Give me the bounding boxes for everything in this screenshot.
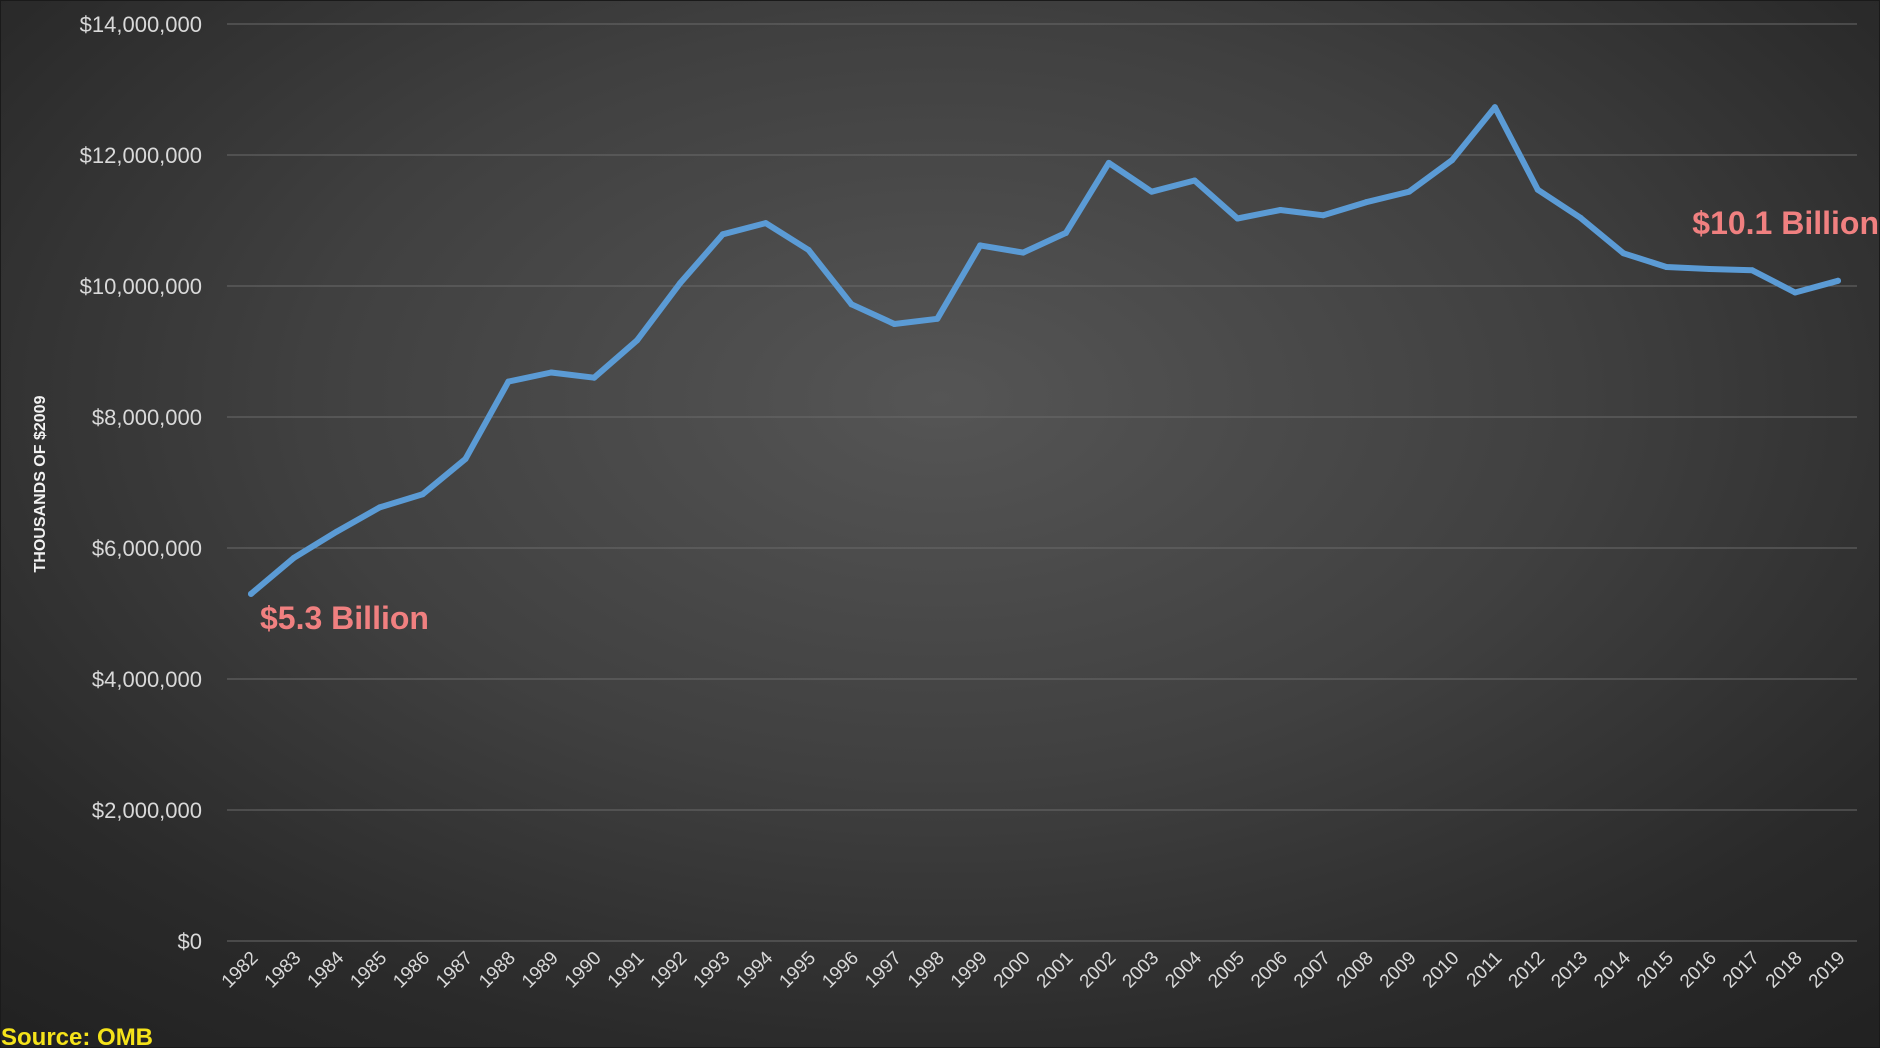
data-point	[333, 528, 340, 535]
data-point	[676, 280, 683, 287]
x-tick-label: 2000	[990, 948, 1035, 993]
x-tick-label: 2001	[1033, 948, 1078, 993]
data-point	[1105, 159, 1112, 166]
data-point	[977, 242, 984, 249]
data-annotation: $5.3 Billion	[260, 600, 429, 636]
data-point	[1320, 212, 1327, 219]
x-tick-label: 2012	[1505, 948, 1550, 993]
y-tick-label: $8,000,000	[92, 405, 202, 430]
x-tick-label: 2017	[1719, 948, 1764, 993]
series-line	[248, 104, 1841, 597]
x-tick-label: 2014	[1590, 947, 1635, 992]
data-point	[505, 378, 512, 385]
x-tick-label: 1986	[389, 948, 434, 993]
data-point	[419, 491, 426, 498]
x-tick-label: 1994	[732, 947, 777, 992]
annotations: $5.3 Billion $10.1 Billion	[260, 205, 1879, 636]
data-point	[1491, 104, 1498, 111]
x-tick-label: 1982	[218, 948, 263, 993]
data-point	[1835, 277, 1841, 284]
y-tick-label: $0	[178, 929, 202, 954]
y-axis-title: THOUSANDS OF $2009	[32, 395, 49, 572]
data-point	[1191, 177, 1198, 184]
data-point	[1706, 265, 1713, 272]
data-point	[548, 369, 555, 376]
x-tick-label: 2013	[1547, 948, 1592, 993]
data-point	[1234, 215, 1241, 222]
x-tick-label: 2003	[1119, 948, 1164, 993]
x-tick-label: 1997	[861, 948, 906, 993]
data-point	[290, 554, 297, 561]
x-axis-ticks: 1982198319841985198619871988198919901991…	[218, 947, 1850, 992]
y-tick-label: $6,000,000	[92, 536, 202, 561]
source-label: Source: OMB	[1, 1024, 153, 1048]
data-point	[1792, 289, 1799, 296]
data-point	[1620, 250, 1627, 257]
x-tick-label: 1991	[604, 948, 649, 993]
x-tick-label: 1992	[647, 948, 692, 993]
data-point	[1277, 207, 1284, 214]
x-tick-label: 2019	[1805, 948, 1850, 993]
data-point	[462, 455, 469, 462]
data-point	[376, 504, 383, 511]
x-tick-label: 2015	[1633, 948, 1678, 993]
x-tick-label: 1989	[518, 948, 563, 993]
data-point	[1062, 229, 1069, 236]
y-axis-ticks: $0 $2,000,000 $4,000,000 $6,000,000 $8,000,0…	[80, 12, 202, 954]
data-point	[762, 220, 769, 227]
x-tick-label: 1995	[775, 948, 820, 993]
data-point	[634, 337, 641, 344]
data-point	[1663, 264, 1670, 271]
data-point	[891, 320, 898, 327]
x-tick-label: 2004	[1161, 947, 1206, 992]
x-tick-label: 2008	[1333, 948, 1378, 993]
x-tick-label: 2005	[1204, 948, 1249, 993]
data-point	[848, 301, 855, 308]
x-tick-label: 1983	[261, 948, 306, 993]
x-tick-label: 1988	[475, 948, 520, 993]
y-tick-label: $14,000,000	[80, 12, 202, 37]
y-tick-label: $10,000,000	[80, 274, 202, 299]
x-tick-label: 2018	[1762, 948, 1807, 993]
y-tick-label: $2,000,000	[92, 798, 202, 823]
data-point	[248, 590, 254, 597]
y-tick-label: $4,000,000	[92, 667, 202, 692]
x-tick-label: 1984	[304, 947, 349, 992]
data-point	[1363, 199, 1370, 206]
series	[248, 104, 1841, 597]
x-tick-label: 2016	[1676, 948, 1721, 993]
data-point	[1020, 249, 1027, 256]
x-tick-label: 1996	[818, 948, 863, 993]
data-point	[1448, 157, 1455, 164]
data-point	[805, 246, 812, 253]
x-tick-label: 1985	[346, 948, 391, 993]
gridlines	[227, 23, 1857, 942]
data-point	[1749, 267, 1756, 274]
x-tick-label: 1998	[904, 948, 949, 993]
data-point	[1148, 188, 1155, 195]
x-tick-label: 2006	[1247, 948, 1292, 993]
x-tick-label: 1999	[947, 948, 992, 993]
x-tick-label: 1990	[561, 948, 606, 993]
x-tick-label: 1987	[432, 948, 477, 993]
x-tick-label: 2002	[1076, 948, 1121, 993]
data-point	[1577, 214, 1584, 221]
data-point	[591, 374, 598, 381]
x-tick-label: 2007	[1290, 948, 1335, 993]
data-annotation: $10.1 Billion	[1692, 205, 1879, 241]
x-tick-label: 2009	[1376, 948, 1421, 993]
data-point	[1534, 186, 1541, 193]
data-point	[719, 231, 726, 238]
x-tick-label: 1993	[690, 948, 735, 993]
x-tick-label: 2011	[1463, 948, 1507, 992]
data-point	[1406, 188, 1413, 195]
x-tick-label: 2010	[1419, 948, 1464, 993]
data-point	[934, 315, 941, 322]
y-tick-label: $12,000,000	[80, 143, 202, 168]
